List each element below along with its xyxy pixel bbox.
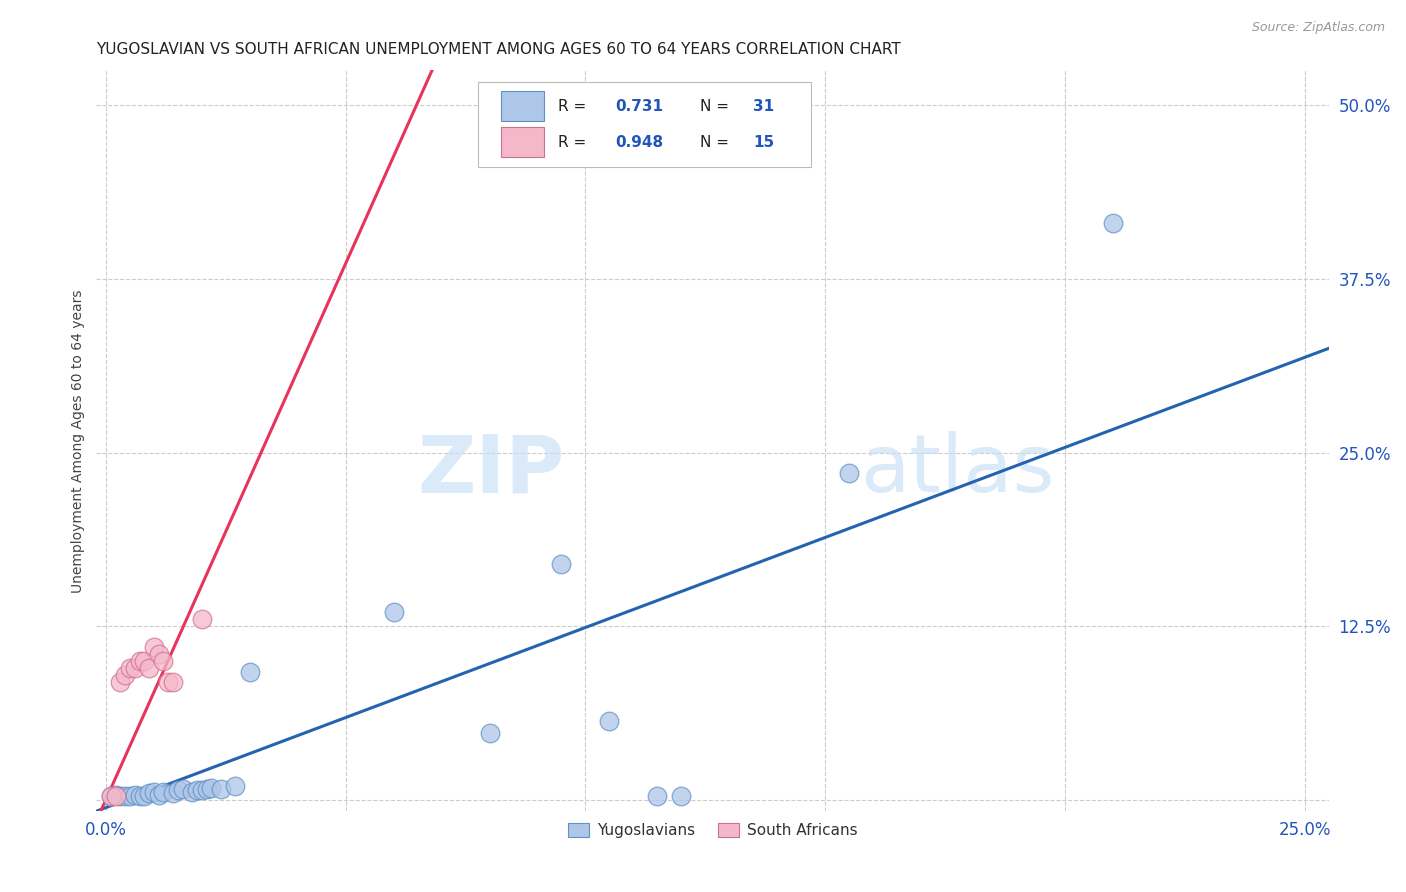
Point bbox=[239, 665, 262, 680]
Point bbox=[162, 674, 184, 689]
Text: 0.731: 0.731 bbox=[616, 99, 664, 114]
Point bbox=[110, 674, 132, 689]
Point bbox=[142, 785, 165, 799]
Point bbox=[104, 788, 127, 802]
Point bbox=[152, 654, 174, 668]
Point bbox=[142, 640, 165, 655]
Text: ZIP: ZIP bbox=[418, 432, 565, 509]
Point bbox=[162, 786, 184, 800]
Text: N =: N = bbox=[700, 135, 734, 150]
Point bbox=[209, 781, 232, 796]
Point bbox=[671, 789, 693, 803]
Point bbox=[134, 654, 156, 668]
Point bbox=[148, 647, 170, 661]
Point bbox=[114, 789, 136, 803]
Point bbox=[195, 781, 218, 796]
Point bbox=[382, 606, 405, 620]
Point bbox=[191, 783, 214, 797]
Point bbox=[186, 783, 208, 797]
Point bbox=[167, 783, 190, 797]
Point bbox=[118, 789, 141, 803]
Point bbox=[838, 467, 860, 481]
Text: R =: R = bbox=[558, 99, 592, 114]
Point bbox=[550, 557, 572, 571]
Point bbox=[200, 780, 222, 795]
FancyBboxPatch shape bbox=[478, 81, 811, 167]
Point bbox=[181, 785, 204, 799]
Point bbox=[172, 781, 194, 796]
Point bbox=[100, 789, 122, 803]
Text: 15: 15 bbox=[754, 135, 775, 150]
FancyBboxPatch shape bbox=[501, 128, 544, 157]
Point bbox=[104, 789, 127, 803]
Point bbox=[124, 661, 146, 675]
Point bbox=[118, 661, 141, 675]
Text: N =: N = bbox=[700, 99, 734, 114]
Point bbox=[224, 779, 246, 793]
Y-axis label: Unemployment Among Ages 60 to 64 years: Unemployment Among Ages 60 to 64 years bbox=[72, 289, 86, 592]
Point bbox=[134, 789, 156, 803]
Text: atlas: atlas bbox=[860, 432, 1054, 509]
Text: 31: 31 bbox=[754, 99, 775, 114]
Legend: Yugoslavians, South Africans: Yugoslavians, South Africans bbox=[561, 816, 863, 845]
Point bbox=[114, 668, 136, 682]
Point bbox=[138, 786, 160, 800]
Text: Source: ZipAtlas.com: Source: ZipAtlas.com bbox=[1251, 21, 1385, 34]
Point bbox=[128, 654, 150, 668]
Point bbox=[152, 785, 174, 799]
Point bbox=[191, 612, 214, 626]
Point bbox=[128, 789, 150, 803]
Point bbox=[157, 674, 180, 689]
FancyBboxPatch shape bbox=[501, 91, 544, 121]
Point bbox=[1102, 216, 1125, 230]
Point bbox=[124, 788, 146, 802]
Point bbox=[478, 726, 501, 740]
Point bbox=[138, 661, 160, 675]
Point bbox=[598, 714, 620, 728]
Text: 0.948: 0.948 bbox=[616, 135, 664, 150]
Text: YUGOSLAVIAN VS SOUTH AFRICAN UNEMPLOYMENT AMONG AGES 60 TO 64 YEARS CORRELATION : YUGOSLAVIAN VS SOUTH AFRICAN UNEMPLOYMEN… bbox=[97, 42, 901, 57]
Point bbox=[110, 789, 132, 803]
Text: R =: R = bbox=[558, 135, 592, 150]
Point bbox=[148, 788, 170, 802]
Point bbox=[100, 789, 122, 803]
Point bbox=[647, 789, 669, 803]
